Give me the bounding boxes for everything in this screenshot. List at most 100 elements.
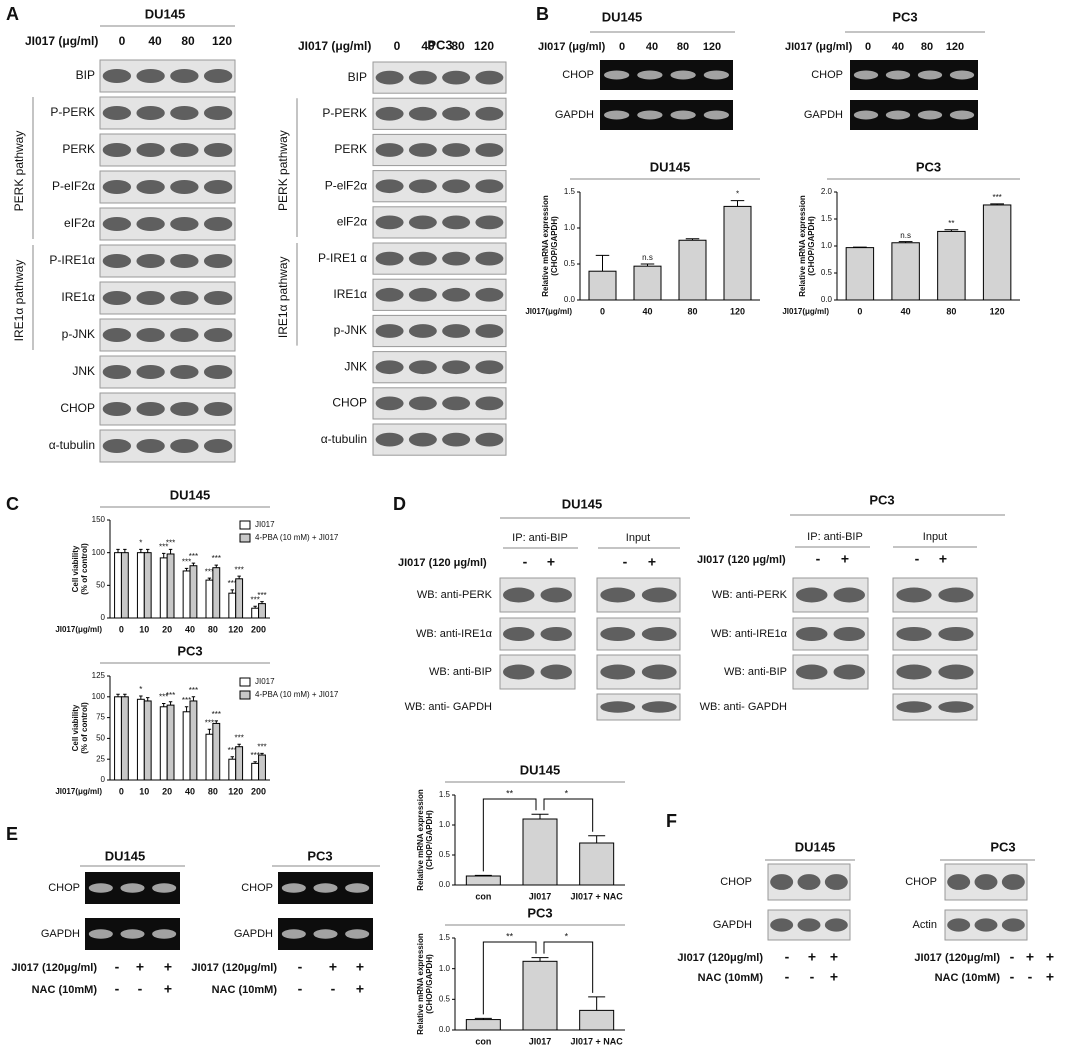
- row-label: CHOP: [48, 882, 80, 894]
- gel-band: [670, 110, 696, 120]
- gel-band: [281, 883, 306, 893]
- blot-band: [442, 143, 471, 157]
- gel-band: [88, 883, 113, 893]
- y-axis-label: (CHOP/GAPDH): [550, 216, 559, 276]
- blot-band: [797, 918, 821, 932]
- blot-band: [824, 874, 848, 890]
- y-tick-label: 50: [96, 580, 105, 589]
- error-bar: [191, 696, 196, 701]
- y-tick-label: 50: [96, 734, 105, 743]
- x-tick-label: 20: [162, 786, 172, 796]
- significance: ***: [228, 579, 237, 588]
- x-tick-label: 200: [251, 786, 266, 796]
- error-bar: [168, 548, 173, 554]
- bar: [258, 754, 266, 781]
- gel-title: DU145: [602, 9, 642, 24]
- x-tick-label: 10: [139, 624, 149, 634]
- sign: -: [785, 969, 790, 985]
- blot-band: [938, 701, 974, 713]
- sign: +: [648, 554, 656, 570]
- error-bar: [162, 552, 166, 558]
- significance: ***: [159, 693, 168, 702]
- bar: [465, 1019, 501, 1031]
- blot-band: [375, 396, 404, 411]
- bar: [982, 204, 1012, 301]
- condition-label: NAC (10mM): [32, 984, 98, 996]
- y-axis-label: Relative mRNA expression: [798, 195, 807, 297]
- row-label: elF2α: [337, 215, 367, 229]
- bar: [136, 552, 145, 619]
- x-tick-label: 120: [990, 306, 1005, 316]
- error-bar: [162, 702, 166, 707]
- y-tick-label: 0.5: [439, 994, 451, 1003]
- legend-swatch: [239, 520, 251, 530]
- blot-band: [408, 106, 437, 121]
- error-bar: [990, 203, 1004, 205]
- blot-band: [475, 143, 504, 157]
- y-axis-label: (% of control): [80, 543, 89, 595]
- bar: [166, 553, 175, 619]
- legend-label: JI017: [255, 677, 275, 686]
- blot-band: [540, 664, 572, 680]
- error-bar: [474, 1017, 492, 1020]
- blot-band: [796, 626, 828, 642]
- gel-band: [88, 929, 113, 939]
- x-tick-label: 80: [208, 786, 218, 796]
- blot-band: [102, 142, 132, 158]
- y-tick-label: 25: [96, 754, 105, 763]
- y-tick-label: 0.0: [821, 295, 833, 304]
- row-label: CHOP: [562, 69, 594, 81]
- pathway-label: IRE1α pathway: [276, 256, 290, 338]
- y-tick-label: 1.0: [439, 820, 451, 829]
- row-label: BIP: [348, 70, 367, 84]
- row-label: CHOP: [241, 882, 273, 894]
- blot-band: [641, 701, 677, 713]
- bar: [205, 579, 214, 619]
- blot-band: [375, 143, 404, 157]
- blot-band: [408, 287, 437, 302]
- y-tick-label: 1.0: [439, 964, 451, 973]
- y-tick-label: 1.5: [439, 790, 451, 799]
- row-label: GAPDH: [41, 928, 80, 940]
- blot-band: [947, 918, 971, 932]
- bar: [159, 706, 168, 781]
- ip-label: IP: anti-BIP: [512, 532, 568, 544]
- sign: -: [915, 551, 920, 567]
- bar: [143, 552, 152, 619]
- blot-band: [102, 179, 132, 195]
- sign: +: [356, 959, 364, 975]
- blot-band: [503, 664, 535, 680]
- y-tick-label: 100: [92, 692, 106, 701]
- blot-band: [102, 290, 132, 306]
- y-tick-label: 1.0: [564, 223, 576, 232]
- dose-label: JI017 (μg/ml): [538, 41, 606, 53]
- blot-band: [170, 216, 199, 232]
- blot-band: [136, 68, 165, 84]
- blot-band: [600, 587, 636, 603]
- dose-label: JI017 (μg/ml): [785, 41, 853, 53]
- error-bar: [730, 200, 745, 207]
- y-axis-label: Relative mRNA expression: [416, 789, 425, 891]
- x-tick-label: 80: [208, 624, 218, 634]
- row-label: GAPDH: [713, 919, 752, 931]
- blot-band: [896, 664, 932, 680]
- bar: [579, 1009, 615, 1031]
- sign: -: [138, 981, 143, 997]
- significance: ***: [205, 567, 214, 576]
- error-bar: [116, 548, 120, 553]
- error-bar: [123, 548, 127, 553]
- blot-band: [170, 438, 199, 454]
- y-tick-label: 75: [96, 713, 105, 722]
- dose: 40: [148, 34, 162, 48]
- gel-band: [120, 929, 145, 939]
- error-bar: [207, 728, 212, 735]
- y-tick-label: 0: [101, 613, 106, 622]
- blot-band: [170, 179, 199, 195]
- x-axis-label: JI017(μg/ml): [525, 307, 572, 316]
- error-bar: [146, 697, 150, 701]
- bracket-label: **: [506, 931, 514, 941]
- error-bar: [588, 996, 606, 1011]
- bar: [633, 265, 662, 301]
- blot-band: [442, 179, 471, 194]
